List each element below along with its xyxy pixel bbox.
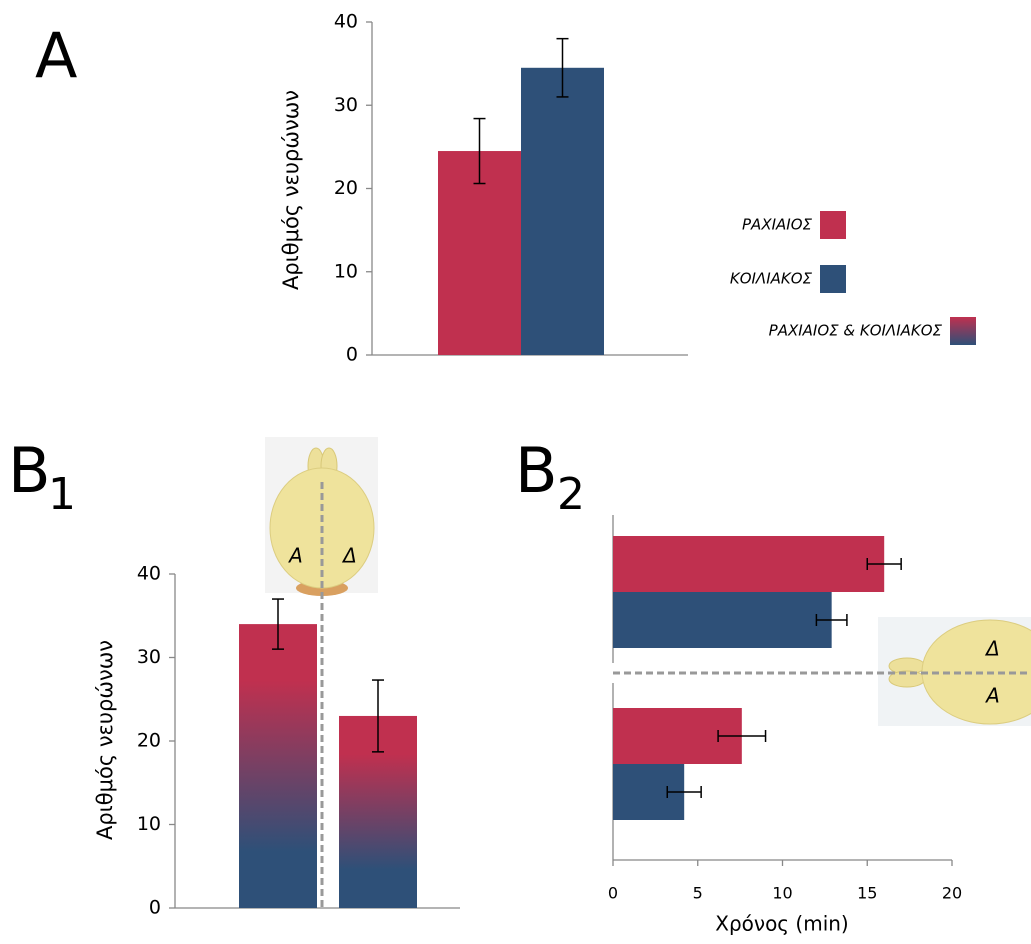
x-tick-label: 20: [942, 884, 962, 903]
y-tick-label: 10: [334, 260, 358, 282]
legend-label: ΡΑΧΙΑΙΟΣ & ΚΟΙΛΙΑΚΟΣ: [769, 322, 943, 340]
y-tick-label: 40: [137, 563, 161, 585]
y-axis-label: Αριθμός νευρώνων: [93, 640, 117, 840]
legend-label: ΚΟΙΛΙΑΚΟΣ: [730, 270, 813, 288]
panel-label: B2: [515, 434, 585, 520]
bar: [239, 624, 317, 908]
y-tick-label: 40: [334, 11, 358, 33]
legend-swatch: [820, 211, 846, 239]
bar: [613, 592, 832, 648]
legend-label: ΡΑΧΙΑΙΟΣ: [742, 216, 812, 234]
x-axis-label: Χρόνος (min): [715, 912, 848, 936]
x-tick-label: 0: [608, 884, 618, 903]
panel-subscript: 2: [557, 469, 585, 520]
bar: [521, 67, 604, 355]
y-tick-label: 30: [334, 94, 358, 116]
panel-letter: B: [8, 434, 51, 507]
panel-subscript: 1: [48, 469, 76, 520]
panel-label: A: [35, 19, 77, 92]
category-label: Δ: [341, 544, 357, 568]
y-tick-label: 0: [149, 897, 161, 919]
y-tick-label: 20: [334, 177, 358, 199]
brain-image: [265, 437, 378, 596]
y-tick-label: 20: [137, 730, 161, 752]
y-tick-label: 30: [137, 646, 161, 668]
category-label: Α: [287, 544, 303, 568]
y-axis-label: Αριθμός νευρώνων: [279, 90, 303, 290]
bar: [438, 151, 521, 355]
panel-letter: B: [515, 434, 558, 507]
x-tick-label: 10: [772, 884, 792, 903]
category-label: Α: [984, 684, 1000, 708]
x-tick-label: 5: [693, 884, 703, 903]
legend-swatch: [820, 265, 846, 293]
legend-swatch: [950, 317, 976, 345]
y-tick-label: 10: [137, 813, 161, 835]
panel-label: B1: [8, 434, 76, 520]
y-tick-label: 0: [346, 344, 358, 366]
panel-letter: A: [35, 19, 77, 92]
category-label: Δ: [984, 637, 1000, 661]
x-tick-label: 15: [857, 884, 877, 903]
bar: [613, 536, 885, 592]
